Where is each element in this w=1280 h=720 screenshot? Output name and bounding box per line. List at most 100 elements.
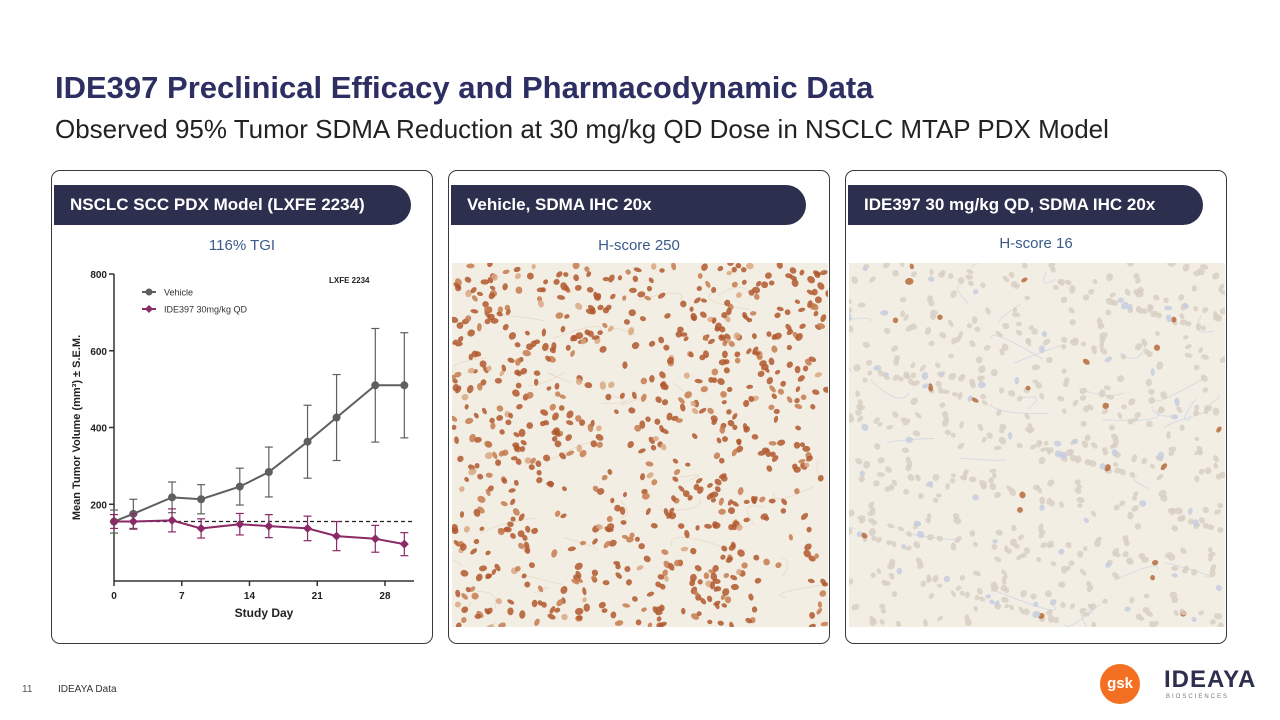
cell-nucleus	[1087, 404, 1094, 411]
cell-nucleus	[1217, 502, 1224, 509]
cell-nucleus	[1025, 337, 1032, 345]
cell-nucleus	[703, 572, 710, 580]
cell-nucleus	[454, 436, 459, 445]
cell-nucleus	[804, 462, 810, 468]
cell-nucleus	[672, 476, 679, 482]
cell-nucleus	[1038, 533, 1044, 539]
cell-nucleus	[869, 616, 876, 623]
cell-nucleus	[986, 432, 993, 440]
cell-nucleus	[1011, 525, 1017, 532]
cell-nucleus	[1091, 442, 1098, 449]
cell-nucleus	[1018, 534, 1025, 541]
cell-nucleus	[476, 323, 482, 332]
cell-nucleus	[869, 276, 876, 283]
cell-nucleus	[488, 292, 496, 300]
cell-nucleus	[592, 538, 598, 545]
cell-nucleus	[706, 595, 713, 603]
cell-nucleus	[696, 285, 702, 292]
stroma-fiber	[1184, 398, 1197, 421]
cell-nucleus	[1156, 361, 1164, 370]
cell-nucleus	[959, 421, 964, 429]
cell-nucleus	[603, 540, 611, 549]
cell-nucleus	[912, 430, 921, 437]
cell-nucleus	[628, 327, 635, 336]
cell-nucleus	[1000, 584, 1008, 592]
data-point	[303, 437, 312, 446]
cell-nucleus	[905, 436, 913, 443]
cell-nucleus	[1191, 285, 1198, 292]
cell-nucleus	[932, 474, 940, 481]
cell-nucleus	[874, 443, 881, 450]
cell-nucleus	[925, 518, 931, 524]
cell-nucleus	[712, 565, 719, 572]
stroma-fiber	[956, 283, 969, 304]
cell-nucleus	[692, 589, 699, 597]
treated-hscore: H-score 16	[999, 235, 1073, 252]
cell-nucleus	[608, 274, 615, 283]
cell-nucleus	[948, 372, 957, 381]
cell-nucleus	[1129, 471, 1136, 478]
cell-nucleus	[1006, 548, 1012, 554]
cell-nucleus	[972, 541, 979, 547]
cell-nucleus	[723, 359, 730, 365]
cell-nucleus	[1217, 527, 1224, 533]
cell-nucleus	[486, 607, 493, 615]
cell-nucleus	[879, 619, 885, 625]
cell-nucleus	[1142, 607, 1150, 614]
cell-nucleus	[682, 490, 690, 498]
cell-nucleus	[711, 419, 717, 426]
cell-nucleus	[977, 381, 986, 389]
data-point	[264, 468, 273, 477]
cell-nucleus	[1124, 606, 1131, 612]
cell-nucleus	[492, 451, 498, 460]
cell-nucleus	[807, 578, 815, 584]
cell-nucleus	[675, 418, 683, 423]
cell-nucleus	[1129, 596, 1135, 604]
cell-nucleus	[928, 276, 935, 282]
cell-nucleus	[507, 599, 515, 605]
cell-nucleus	[883, 327, 891, 334]
cell-nucleus	[547, 480, 554, 488]
cell-nucleus	[605, 304, 612, 311]
cell-nucleus	[768, 498, 776, 504]
cell-nucleus	[1001, 343, 1009, 351]
cell-nucleus	[1165, 314, 1172, 323]
data-point	[332, 531, 342, 541]
cell-nucleus	[637, 291, 646, 298]
cell-nucleus	[1035, 382, 1043, 389]
cell-nucleus	[643, 555, 651, 563]
legend-marker	[145, 288, 153, 296]
stroma-fiber	[563, 536, 599, 551]
cell-nucleus	[584, 382, 593, 389]
cell-nucleus	[994, 491, 1002, 499]
cell-nucleus	[1054, 450, 1062, 458]
cell-nucleus	[981, 436, 987, 443]
cell-nucleus	[1209, 569, 1216, 578]
cell-nucleus	[971, 397, 979, 403]
cell-nucleus	[638, 543, 645, 550]
cell-nucleus	[1099, 335, 1106, 343]
cell-nucleus	[536, 477, 543, 484]
cell-nucleus	[496, 311, 503, 317]
series-line	[114, 519, 405, 546]
cell-nucleus	[1014, 283, 1020, 290]
cell-nucleus	[512, 389, 520, 397]
cell-nucleus	[1009, 488, 1016, 497]
cell-nucleus	[786, 344, 793, 351]
cell-nucleus	[495, 459, 502, 467]
cell-nucleus	[710, 572, 718, 581]
cell-nucleus	[799, 442, 806, 448]
cell-nucleus	[1099, 463, 1106, 470]
cell-nucleus	[737, 549, 745, 557]
cell-nucleus	[1096, 317, 1103, 326]
cell-nucleus	[1047, 479, 1055, 487]
cell-nucleus	[487, 263, 493, 268]
cell-nucleus	[659, 604, 665, 612]
cell-nucleus	[470, 548, 478, 555]
cell-nucleus	[1148, 388, 1155, 395]
cell-nucleus	[1046, 356, 1053, 363]
stroma-fiber	[887, 438, 935, 443]
cell-nucleus	[591, 569, 599, 577]
cell-nucleus	[774, 369, 781, 375]
cell-nucleus	[522, 534, 528, 541]
